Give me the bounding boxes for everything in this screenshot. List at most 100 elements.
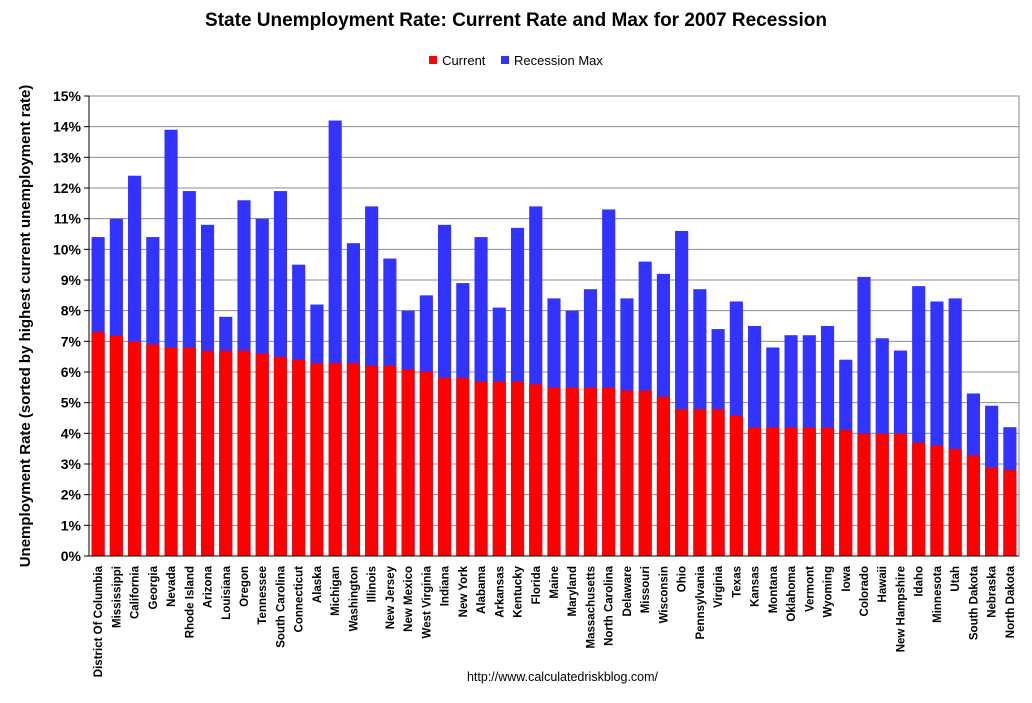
x-tick-label: Wyoming [823, 566, 835, 618]
x-tick-label: Maryland [567, 566, 579, 617]
bar-current [784, 427, 798, 556]
x-tick-label: Delaware [622, 566, 634, 617]
x-tick-label: Idaho [914, 566, 926, 597]
y-axis-label: Unemployment Rate (sorted by highest cur… [17, 85, 34, 568]
x-tick-label: Arizona [203, 565, 215, 608]
x-tick-label: Maine [549, 566, 561, 599]
x-tick-label: Pennsylvania [695, 565, 707, 639]
y-tick-label: 0% [61, 548, 82, 564]
x-tick-label: Arkansas [494, 566, 506, 618]
x-tick-label: Ohio [677, 566, 689, 592]
bar-current [547, 387, 561, 556]
bar-current [1003, 470, 1017, 556]
bar-current [620, 390, 634, 556]
x-tick-label: Montana [768, 565, 780, 613]
bar-current [602, 387, 616, 556]
legend-label-current: Current [442, 52, 486, 68]
bar-current [966, 454, 980, 556]
x-tick-label: Mississippi [111, 566, 123, 628]
bar-current [583, 387, 598, 556]
y-tick-label: 7% [61, 333, 82, 349]
y-tick-label: 14% [53, 119, 82, 135]
bar-current [438, 378, 452, 556]
x-tick-label: Alaska [312, 565, 324, 603]
y-tick-label: 10% [53, 241, 82, 257]
bar-current [748, 427, 762, 556]
x-tick-label: Massachusetts [585, 566, 597, 648]
x-tick-label: New Hampshire [895, 566, 907, 652]
bar-current [930, 445, 944, 556]
bar-current [219, 350, 233, 556]
bar-current [802, 427, 816, 556]
x-tick-label: Connecticut [294, 566, 306, 633]
legend-label-recession-max: Recession Max [514, 52, 603, 68]
x-tick-label: Indiana [440, 565, 452, 606]
y-tick-label: 1% [61, 517, 82, 533]
y-tick-label: 15% [53, 88, 82, 104]
bar-current [638, 390, 652, 556]
x-tick-label: Missouri [640, 566, 652, 613]
x-tick-label: Colorado [859, 566, 871, 616]
bar-current [164, 347, 178, 556]
bar-current [565, 387, 579, 556]
x-tick-label: Kansas [750, 566, 762, 607]
bar-current [510, 381, 525, 556]
bar-current [91, 332, 105, 556]
source-url: http://www.calculatedriskblog.com/ [466, 670, 659, 684]
bar-current [273, 356, 288, 556]
bar-current [292, 359, 306, 556]
bar-current [985, 467, 999, 556]
x-tick-label: South Carolina [275, 565, 287, 647]
bar-current [893, 433, 908, 556]
y-tick-label: 4% [61, 425, 82, 441]
bar-current [237, 350, 251, 556]
x-tick-label: North Carolina [604, 565, 616, 645]
bar-current [346, 362, 360, 556]
x-tick-label: Washington [348, 566, 360, 631]
x-tick-label: California [130, 565, 142, 619]
bar-current [109, 335, 123, 556]
legend-item-recession-max: Recession Max [501, 53, 603, 68]
bar-current [729, 414, 743, 556]
bar-current [912, 442, 926, 556]
legend-swatch-current [429, 56, 438, 64]
x-tick-label: District Of Columbia [93, 565, 105, 677]
x-tick-label: Virginia [713, 565, 725, 608]
x-tick-label: New York [458, 565, 470, 617]
bar-current [875, 433, 889, 556]
x-tick-label: West Virginia [421, 565, 433, 638]
x-tick-label: Utah [950, 566, 962, 592]
bar-current [711, 408, 725, 556]
y-tick-label: 2% [61, 487, 82, 503]
bar-current [474, 381, 488, 556]
x-tick-label: South Dakota [968, 565, 980, 640]
y-tick-label: 3% [61, 456, 82, 472]
bar-current [419, 372, 433, 556]
x-tick-label: Hawaii [877, 566, 889, 602]
bar-current [255, 353, 269, 556]
bar-current [128, 341, 142, 556]
x-tick-label: Alabama [476, 565, 488, 614]
bar-current [839, 430, 853, 556]
x-tick-label: Nebraska [987, 565, 999, 617]
x-tick-label: New Mexico [403, 566, 415, 632]
bar-current [383, 365, 397, 556]
x-tick-label: Nevada [166, 565, 178, 607]
x-tick-label: Rhode Island [184, 566, 196, 638]
x-tick-label: New Jersey [385, 565, 397, 629]
bar-current [675, 408, 689, 556]
x-tick-label: Tennessee [257, 566, 269, 625]
x-tick-label: Vermont [804, 566, 816, 612]
x-tick-label: Texas [731, 566, 743, 598]
legend-item-current: Current [429, 53, 485, 68]
bar-current [766, 427, 780, 556]
x-tick-label: Michigan [330, 566, 342, 616]
x-tick-label: Oregon [239, 566, 251, 607]
y-tick-label: 9% [61, 272, 82, 288]
y-tick-label: 11% [54, 211, 82, 227]
x-tick-label: Iowa [841, 565, 853, 591]
y-tick-label: 12% [53, 180, 82, 196]
x-tick-label: Minnesota [932, 565, 944, 622]
legend-swatch-recession-max [501, 56, 510, 64]
